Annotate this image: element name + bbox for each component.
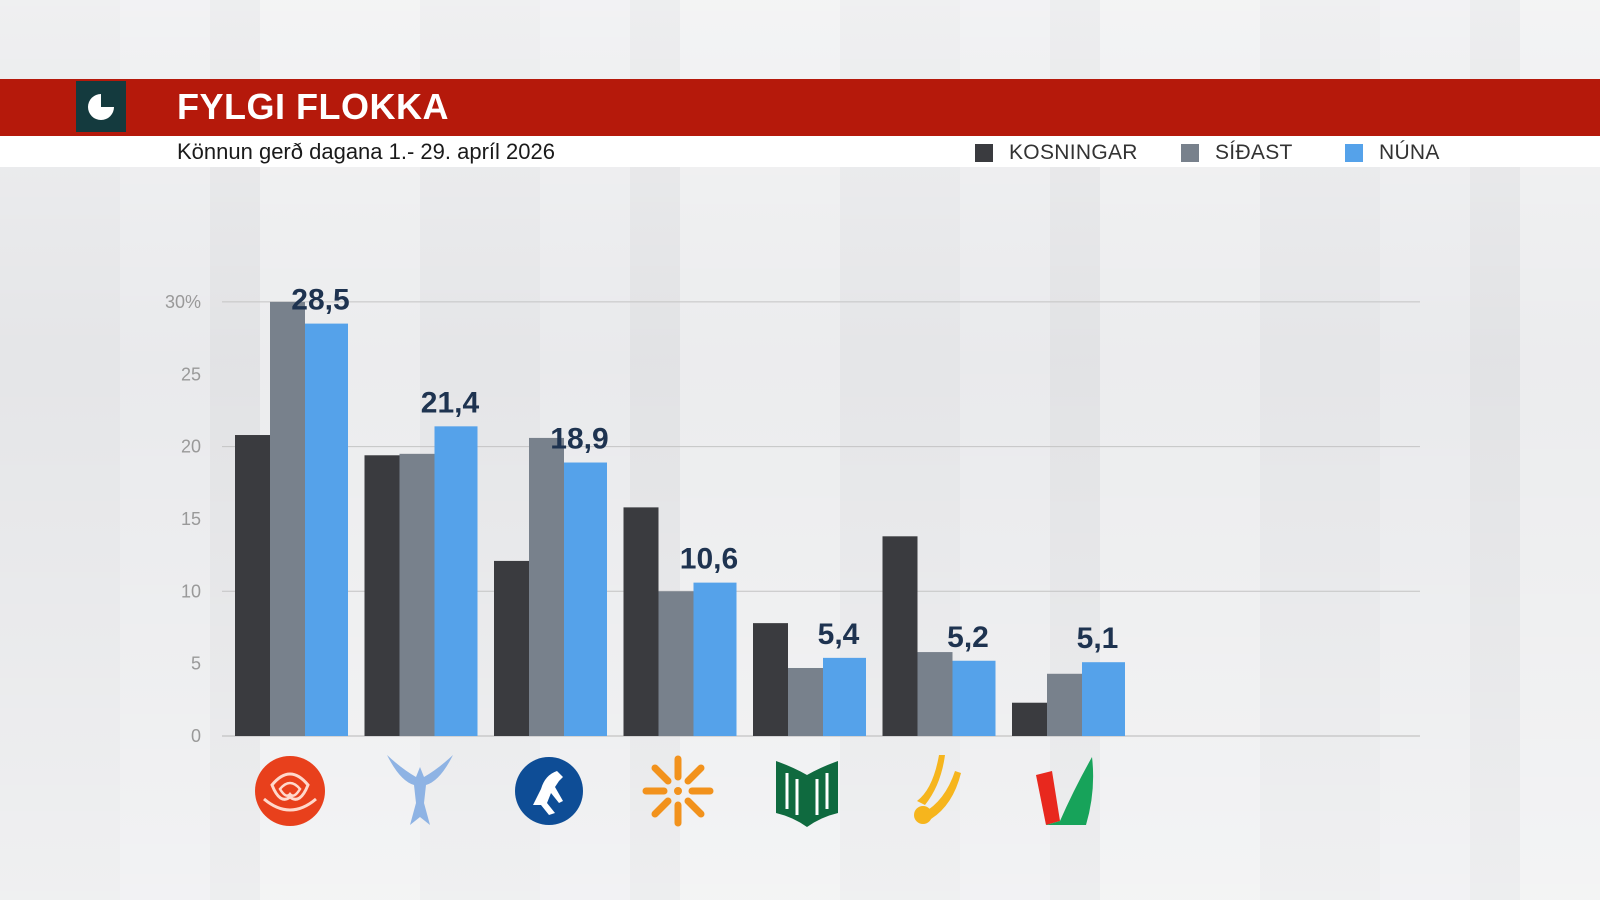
data-label: 5,1 xyxy=(1077,622,1119,655)
legend-swatch xyxy=(975,144,993,162)
bar-kosningar-party-rose xyxy=(235,435,270,736)
channel-logo-icon xyxy=(76,81,126,132)
legend-swatch xyxy=(1345,144,1363,162)
y-tick-label: 30% xyxy=(165,292,201,312)
y-tick-label: 0 xyxy=(191,726,201,746)
bar-kosningar-party-v xyxy=(1012,702,1047,736)
bar-síðast-party-v xyxy=(1047,673,1082,736)
bar-síðast-party-sun xyxy=(658,591,694,736)
legend-label: NÚNA xyxy=(1379,141,1440,164)
page-title: FYLGI FLOKKA xyxy=(177,86,449,127)
legend-swatch xyxy=(1181,144,1199,162)
book-icon xyxy=(776,761,838,827)
data-label: 10,6 xyxy=(680,543,738,576)
y-tick-label: 20 xyxy=(181,437,201,457)
bar-núna-party-sun xyxy=(693,582,737,736)
data-label: 5,4 xyxy=(818,618,860,651)
bar-núna-party-rose xyxy=(305,323,348,736)
bar-núna-party-book xyxy=(823,657,866,736)
bar-núna-party-falcon xyxy=(434,426,478,736)
bar-núna-party-v xyxy=(1082,662,1125,736)
bar-núna-party-hands xyxy=(952,660,996,736)
bar-kosningar-party-sun xyxy=(623,507,659,736)
rose-icon xyxy=(255,756,325,826)
v-icon xyxy=(1036,757,1094,825)
data-label: 5,2 xyxy=(947,621,989,654)
bar-síðast-party-horse xyxy=(529,437,564,736)
legend-label: SÍÐAST xyxy=(1215,141,1293,164)
bar-kosningar-party-book xyxy=(753,623,788,736)
subtitle-bar xyxy=(0,136,1600,167)
bar-núna-party-horse xyxy=(564,462,607,736)
bar-síðast-party-hands xyxy=(917,652,953,736)
y-tick-label: 5 xyxy=(191,654,201,674)
y-tick-label: 25 xyxy=(181,364,201,384)
legend-item-nuna: NÚNA xyxy=(1345,141,1440,165)
bar-síðast-party-rose xyxy=(270,301,305,736)
survey-subtitle: Könnun gerð dagana 1.- 29. apríl 2026 xyxy=(177,139,555,164)
bar-kosningar-party-horse xyxy=(494,560,529,736)
y-tick-label: 15 xyxy=(181,509,201,529)
legend-label: KOSNINGAR xyxy=(1009,141,1138,164)
bar-síðast-party-book xyxy=(788,667,823,736)
legend-item-kosningar: KOSNINGAR xyxy=(975,141,1138,165)
bar-kosningar-party-falcon xyxy=(364,455,400,736)
bar-síðast-party-falcon xyxy=(399,453,435,736)
data-label: 28,5 xyxy=(291,284,349,317)
legend-item-sidast: SÍÐAST xyxy=(1181,141,1293,165)
hands-icon xyxy=(914,755,961,824)
falcon-icon xyxy=(387,755,453,825)
bar-kosningar-party-hands xyxy=(882,536,918,736)
header-bar xyxy=(0,79,1600,136)
data-label: 18,9 xyxy=(550,423,608,456)
data-label: 21,4 xyxy=(421,386,480,419)
y-tick-label: 10 xyxy=(181,581,201,601)
sun-icon xyxy=(642,755,714,827)
horse-icon xyxy=(515,757,583,825)
